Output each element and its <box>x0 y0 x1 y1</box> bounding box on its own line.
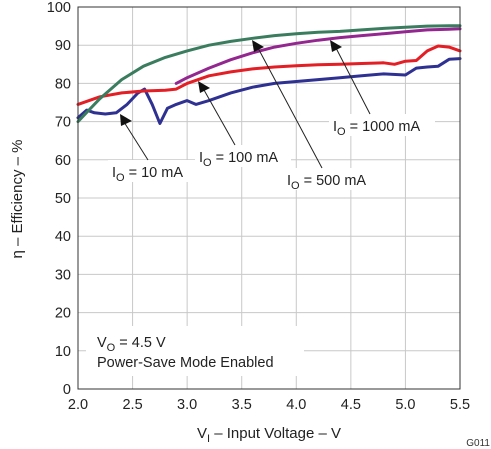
y-axis-label: η – Efficiency – % <box>9 140 26 259</box>
x-axis-label: VI – Input Voltage – V <box>197 425 341 445</box>
y-tick-label: 70 <box>55 115 71 131</box>
y-tick-label: 10 <box>55 344 71 360</box>
conditions-line-1: VO = 4.5 V <box>97 335 166 354</box>
annotation-10ma-bg <box>108 160 196 182</box>
y-tick-label: 100 <box>47 0 71 16</box>
annotation-100ma-bg <box>195 145 291 167</box>
plot-frame <box>77 6 461 390</box>
series-layer <box>76 24 462 125</box>
x-tick-label: 3.5 <box>232 397 252 413</box>
conditions-box <box>86 326 304 376</box>
y-tick-label: 20 <box>55 306 71 322</box>
y-tick-label: 50 <box>55 191 71 207</box>
annotation-10ma: IO = 10 mA <box>112 165 183 184</box>
conditions-line-2: Power-Save Mode Enabled <box>97 355 274 371</box>
series-line-2 <box>174 27 462 85</box>
x-tick-label: 4.5 <box>341 397 361 413</box>
x-tick-label: 3.0 <box>177 397 197 413</box>
x-axis-label-main: V <box>197 425 207 442</box>
series-line-3 <box>76 24 462 124</box>
annotation-1000ma-bg <box>329 114 435 136</box>
annotation-500ma: IO = 500 mA <box>287 173 366 192</box>
y-tick-label: 60 <box>55 153 71 169</box>
leader-1000ma <box>335 47 371 115</box>
x-tick-label: 5.5 <box>450 397 470 413</box>
series-line-0 <box>76 57 462 125</box>
y-tick-label: 90 <box>55 38 71 54</box>
x-axis-label-sub: I <box>207 433 210 445</box>
arrow-10ma <box>120 114 132 126</box>
annotation-500ma-bg <box>283 168 379 190</box>
x-tick-label: 5.0 <box>395 397 415 413</box>
leader-500ma <box>257 47 323 169</box>
y-tick-labels: 0 10 20 30 40 50 60 70 80 90 100 <box>47 0 71 398</box>
y-tick-label: 80 <box>55 76 71 92</box>
figure-tag: G011 <box>466 438 490 449</box>
arrow-100ma <box>198 81 210 93</box>
arrow-500ma <box>252 40 264 52</box>
leader-10ma <box>123 121 149 161</box>
arrow-1000ma <box>330 40 342 52</box>
y-tick-label: 30 <box>55 267 71 283</box>
x-tick-label: 2.5 <box>122 397 142 413</box>
leader-100ma <box>203 89 236 146</box>
x-tick-labels: 2.0 2.5 3.0 3.5 4.0 4.5 5.0 5.5 <box>68 397 470 413</box>
x-tick-label: 2.0 <box>68 397 88 413</box>
x-axis-label-rest: – Input Voltage – V <box>210 425 341 442</box>
y-tick-label: 40 <box>55 229 71 245</box>
series-line-1 <box>76 44 462 106</box>
annotation-1000ma: IO = 1000 mA <box>333 119 420 138</box>
x-tick-label: 4.0 <box>286 397 306 413</box>
annotation-100ma: IO = 100 mA <box>199 150 278 169</box>
y-tick-label: 0 <box>63 382 71 398</box>
